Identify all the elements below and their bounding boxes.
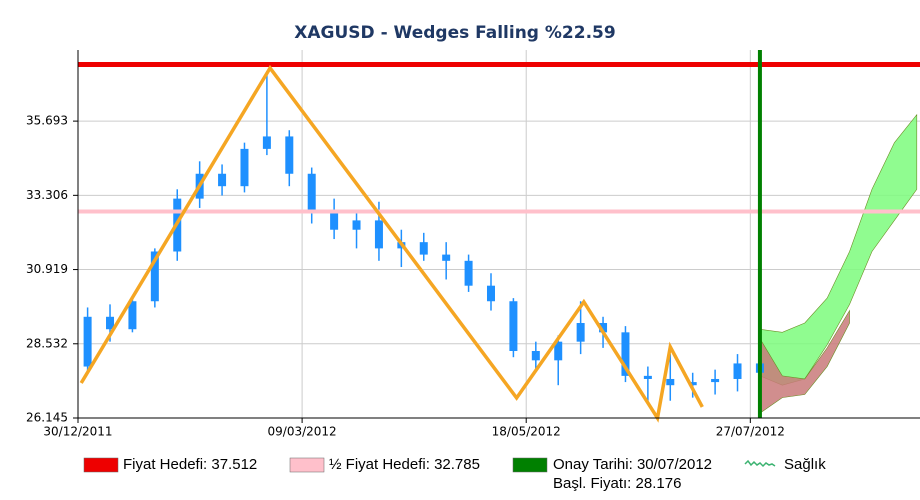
candle-body: [419, 242, 428, 255]
legend-label: Fiyat Hedefi: 37.512: [123, 456, 257, 473]
legend-name: Fiyat Hedefi:: [123, 456, 207, 473]
y-tick-label: 35.693: [26, 114, 68, 128]
legend-label: Onay Tarihi: 30/07/2012: [553, 456, 712, 473]
candle-body: [285, 136, 294, 174]
candle-body: [352, 220, 361, 230]
candle-body: [486, 285, 495, 302]
y-tick-label: 30.919: [26, 262, 68, 276]
y-tick-label: 33.306: [26, 188, 68, 202]
candle-body: [150, 251, 159, 302]
candle-body: [666, 378, 675, 386]
candle-body: [307, 173, 316, 212]
legend-swatch: [512, 457, 548, 473]
candle-body: [621, 332, 630, 376]
candle-body: [509, 301, 518, 351]
risk-band: [759, 309, 850, 414]
candle-body: [218, 173, 227, 187]
candle-body: [128, 301, 137, 330]
legend-icon: [744, 459, 776, 468]
y-tick-label: 28.532: [26, 336, 68, 350]
candle-body: [711, 378, 720, 383]
candle-body: [240, 148, 249, 187]
candle-body: [330, 211, 339, 230]
y-tick-label: 26.145: [26, 411, 68, 425]
legend-label: Başl. Fiyatı: 28.176: [553, 475, 681, 492]
legend-label: Sağlık: [784, 456, 826, 473]
candle-body: [576, 323, 585, 342]
legend-swatch: [289, 457, 325, 473]
legend-swatch: [83, 457, 119, 473]
legend-value: 30/07/2012: [637, 456, 712, 473]
legend-name: ½ Fiyat Hedefi:: [329, 456, 430, 473]
legend-name: Onay Tarihi:: [553, 456, 633, 473]
legend-value: 32.785: [434, 456, 480, 473]
candle-body: [688, 382, 697, 386]
candle-body: [442, 254, 451, 261]
legend-name: Başl. Fiyatı:: [553, 475, 631, 492]
candle-body: [599, 323, 608, 333]
candle-body: [643, 375, 652, 379]
chart-title: XAGUSD - Wedges Falling %22.59: [294, 23, 615, 43]
x-tick-label: 30/12/2011: [43, 425, 112, 439]
legend-label: ½ Fiyat Hedefi: 32.785: [329, 456, 480, 473]
x-tick-label: 09/03/2012: [268, 425, 337, 439]
candle-body: [262, 136, 271, 149]
candle-body: [554, 341, 563, 361]
x-tick-label: 18/05/2012: [492, 425, 561, 439]
x-tick-label: 27/07/2012: [716, 425, 785, 439]
candle-body: [531, 350, 540, 361]
candle-body: [106, 316, 115, 330]
candle-body: [733, 363, 742, 379]
candle-body: [464, 260, 473, 286]
legend-value: 37.512: [211, 456, 257, 473]
candle-body: [83, 316, 92, 367]
legend-value: 28.176: [636, 475, 682, 492]
pattern-line: [79, 64, 704, 423]
candle-body: [374, 220, 383, 249]
